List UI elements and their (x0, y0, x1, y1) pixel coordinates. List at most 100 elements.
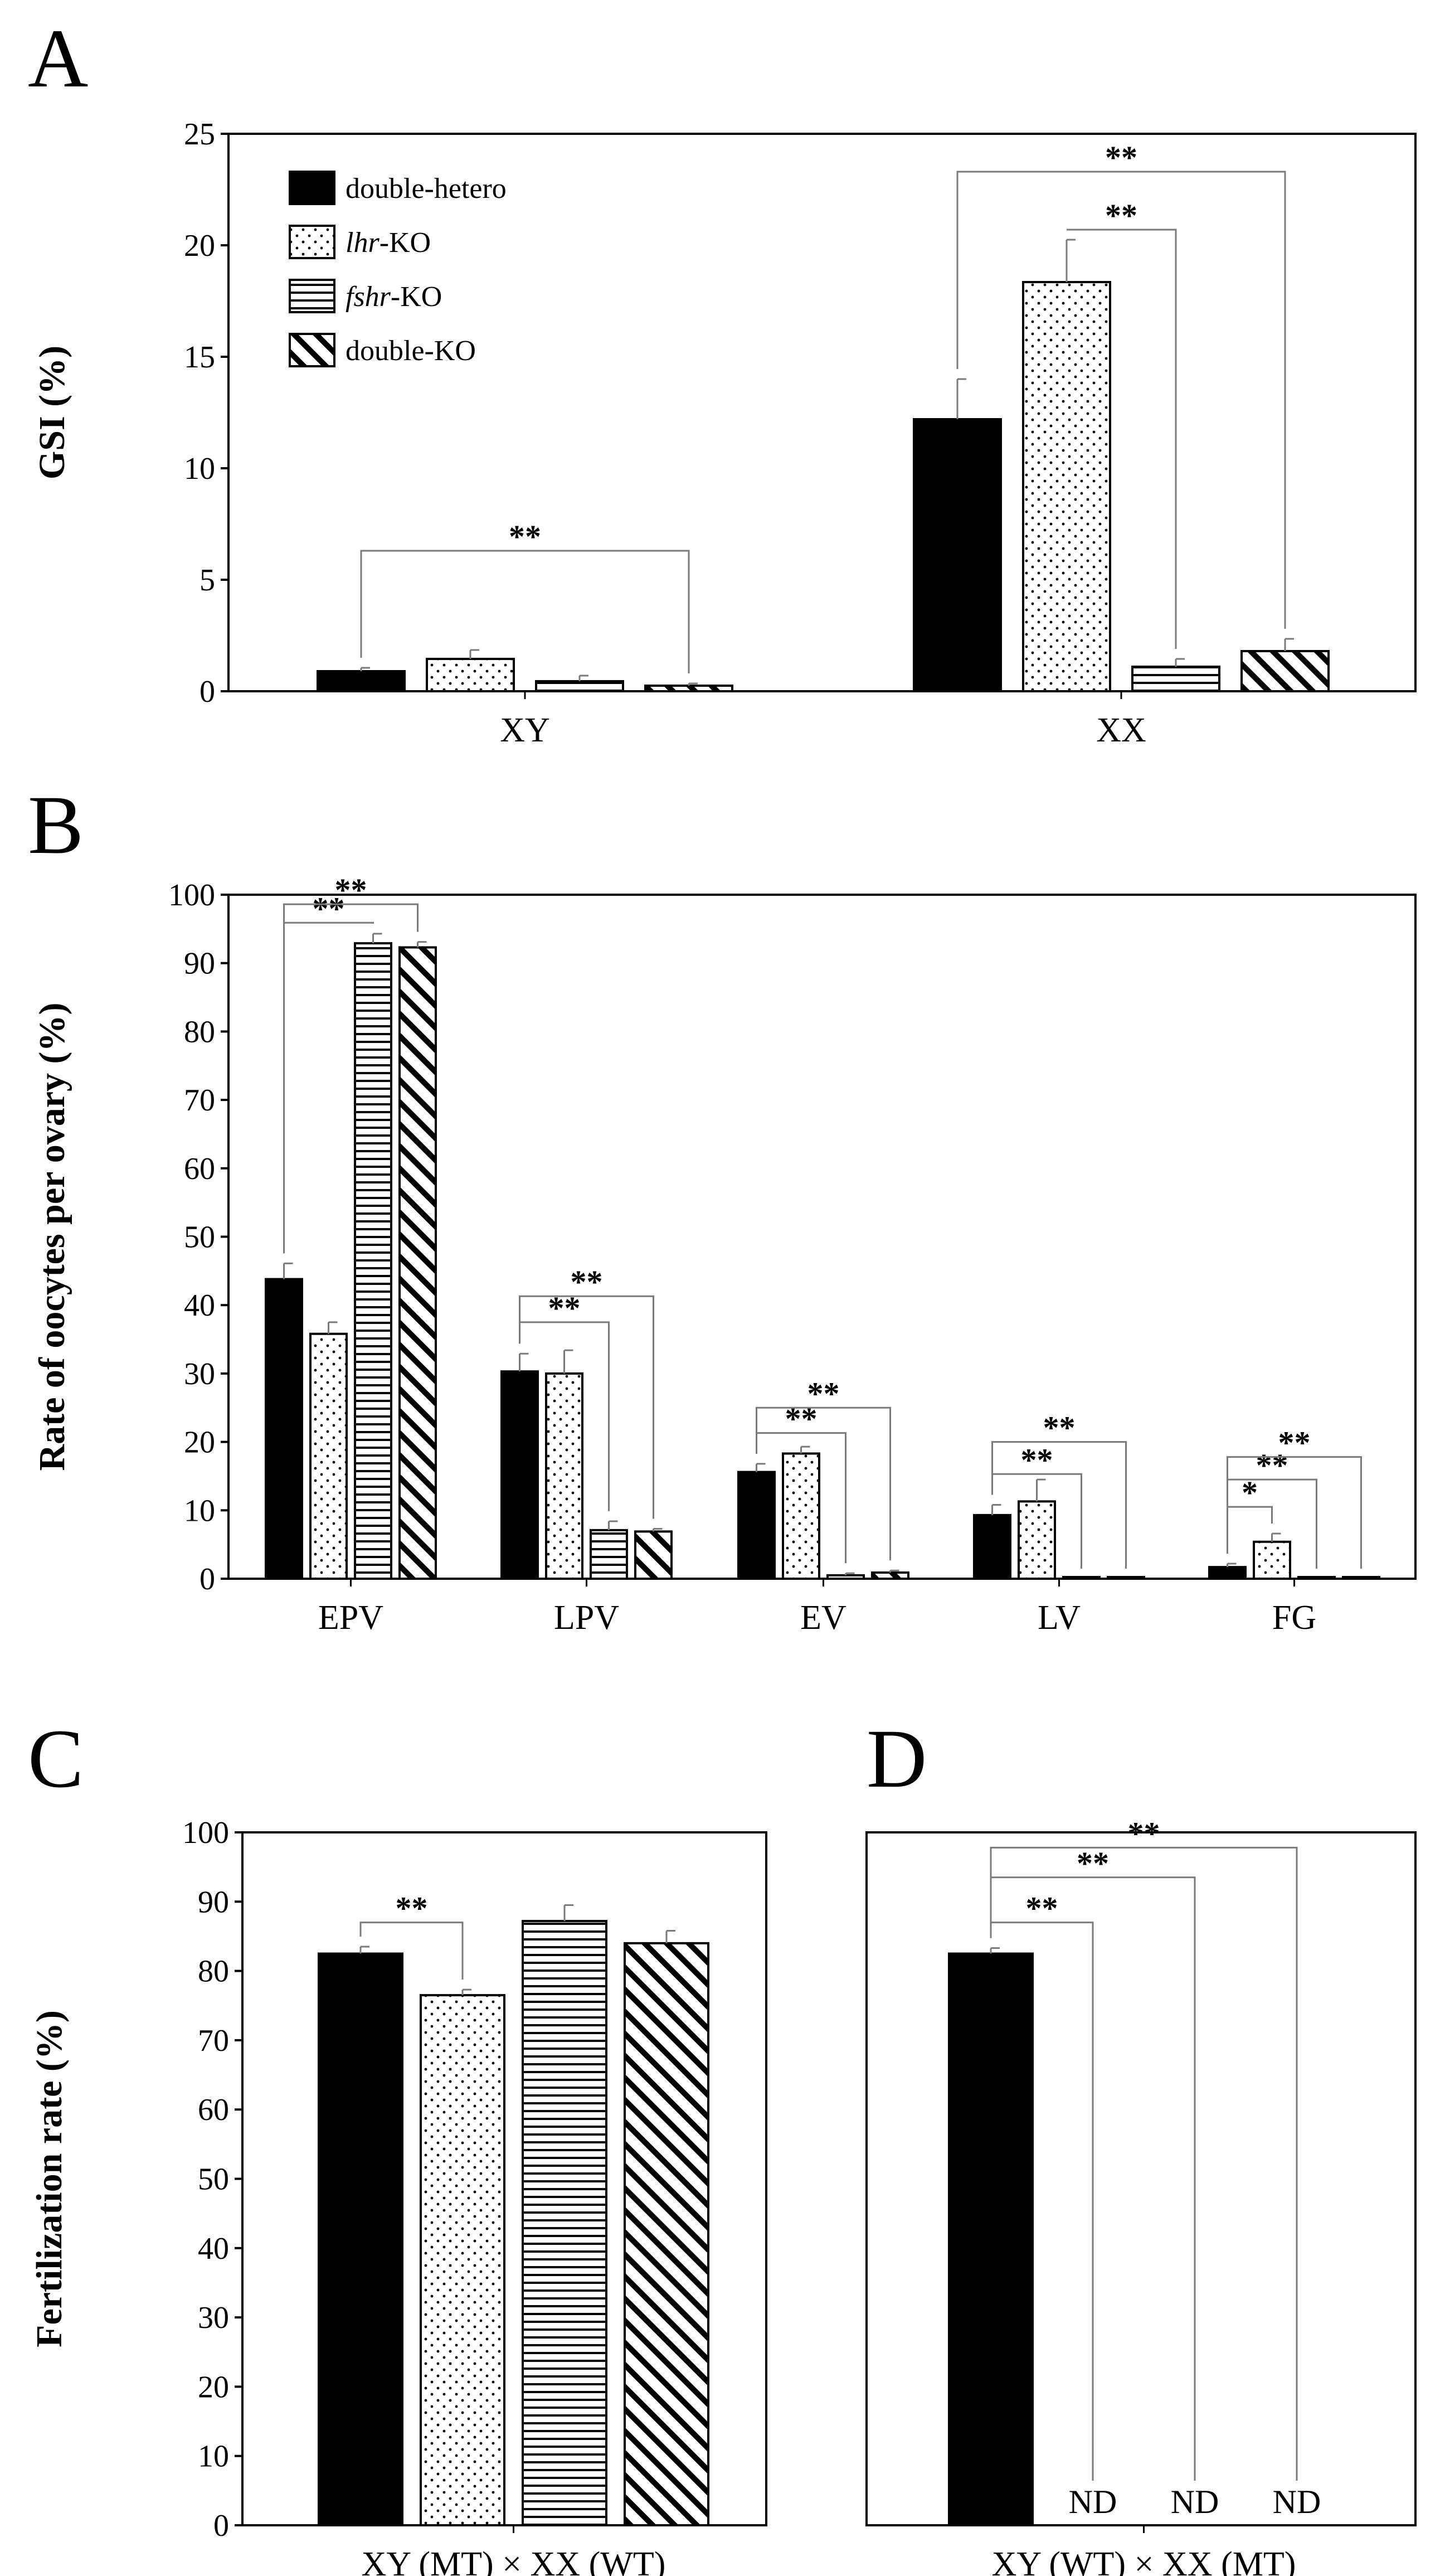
bar-fshr-ko (1062, 1576, 1101, 1580)
legend-swatch (289, 279, 335, 313)
significance-marker: ** (1256, 1447, 1288, 1483)
bar-fshr-ko (590, 1529, 628, 1580)
bar-double-hetero (265, 1278, 303, 1580)
bar-double-hetero (500, 1370, 539, 1580)
bar-fshr-ko (826, 1574, 865, 1580)
bar-double-ko (634, 1530, 673, 1580)
significance-marker: ** (1077, 1845, 1109, 1881)
significance-bracket (1227, 1456, 1362, 1569)
y-tick-label: 30 (184, 1357, 215, 1391)
significance-marker: ** (1128, 1815, 1160, 1851)
significance-marker: ** (807, 1375, 840, 1411)
legend-entry: double-KO (346, 335, 476, 367)
panel-label: A (28, 12, 88, 105)
significance-bracket (991, 1441, 1127, 1569)
y-tick-label: 0 (200, 675, 215, 709)
bar-double-ko (871, 1571, 909, 1580)
y-tick-label: 80 (198, 1954, 229, 1989)
category-label: EV (800, 1599, 846, 1637)
significance-bracket (956, 171, 1286, 629)
y-axis-label: Rate of oocytes per ovary (%) (32, 1002, 72, 1471)
significance-marker: ** (1278, 1425, 1311, 1461)
bar-lhr-ko (420, 1994, 505, 2526)
y-tick-label: 60 (184, 1152, 215, 1186)
significance-marker: ** (1105, 197, 1137, 234)
y-tick-label: 70 (184, 1083, 215, 1118)
bar-double-hetero (913, 418, 1002, 692)
category-label: EPV (318, 1599, 383, 1637)
bar-double-ko (398, 946, 437, 1580)
panel-label: D (867, 1713, 927, 1805)
bar-lhr-ko (1018, 1500, 1056, 1580)
significance-marker: ** (335, 872, 367, 908)
panel-d: D ND ND ND XY (WT) × XX (MT) ** ** ** (865, 1713, 1417, 2576)
significance-bracket (756, 1406, 891, 1561)
significance-bracket (359, 1922, 464, 1980)
significance-marker: ** (1043, 1410, 1076, 1446)
bar-lhr-ko (1253, 1540, 1291, 1580)
y-tick-label: 20 (184, 229, 215, 263)
legend-gene: fshr (346, 281, 391, 313)
y-tick-label: 30 (198, 2301, 229, 2335)
bar-fshr-ko (535, 680, 624, 692)
category-label: FG (1272, 1599, 1316, 1637)
bar-double-hetero (737, 1471, 776, 1580)
plot-frame (227, 133, 1417, 692)
y-tick-label: 60 (198, 2093, 229, 2127)
legend-swatch (289, 171, 335, 205)
bar-double-ko (624, 1942, 709, 2526)
y-tick-label: 0 (213, 2509, 229, 2543)
panel-label: C (28, 1713, 84, 1805)
significance-bracket (360, 550, 690, 673)
bar-fshr-ko (522, 1920, 607, 2526)
bar-fshr-ko (1131, 666, 1220, 692)
panel-c: C 0 10 20 30 40 50 60 70 80 90 100 Fertilization rat… (28, 1713, 767, 2576)
bar-lhr-ko (426, 658, 515, 692)
legend-swatch (289, 333, 335, 367)
significance-marker: * (1242, 1474, 1258, 1511)
y-tick-label: 40 (198, 2231, 229, 2266)
y-axis-label: Fertilization rate (%) (29, 2010, 70, 2347)
bar-double-ko (1342, 1576, 1380, 1580)
y-tick-label: 100 (182, 1816, 229, 1850)
y-tick-label: 100 (168, 878, 215, 913)
significance-bracket (990, 1846, 1298, 2481)
legend-suffix: -KO (391, 281, 442, 313)
significance-marker: ** (785, 1401, 818, 1437)
significance-marker: ** (313, 890, 345, 926)
y-tick-label: 5 (200, 563, 215, 598)
category-label: XY (WT) × XX (MT) (992, 2545, 1296, 2576)
bar-lhr-ko (1022, 281, 1111, 692)
bar-fshr-ko (354, 942, 392, 1580)
bar-double-hetero (317, 670, 406, 692)
category-label: LPV (554, 1599, 619, 1637)
category-label: XX (1096, 711, 1146, 749)
plot-frame (865, 1831, 1417, 2526)
y-tick-label: 10 (198, 2439, 229, 2474)
nd-label: ND (1171, 2483, 1219, 2520)
bar-fshr-ko (1297, 1576, 1336, 1580)
nd-label: ND (1069, 2483, 1117, 2520)
significance-marker: ** (1021, 1442, 1053, 1478)
panel-a: A 0 5 10 15 20 25 GSI (%) XY XX ** ** ** double-heter… (28, 12, 1417, 749)
legend-swatch (289, 225, 335, 259)
bar-double-hetero (973, 1513, 1011, 1580)
significance-marker: ** (396, 1890, 428, 1927)
nd-label: ND (1273, 2483, 1321, 2520)
y-tick-label: 20 (198, 2370, 229, 2404)
y-tick-label: 50 (184, 1220, 215, 1255)
significance-bracket (283, 903, 419, 1254)
panel-label: B (28, 779, 84, 871)
bar-double-ko (644, 685, 733, 692)
bar-lhr-ko (782, 1452, 820, 1580)
category-label: LV (1038, 1599, 1081, 1637)
y-tick-label: 90 (184, 947, 215, 981)
y-tick-label: 90 (198, 1885, 229, 1919)
panel-b: B 0 10 20 30 40 50 60 70 80 90 100 Rate of oocytes p… (28, 779, 1417, 1637)
y-tick-label: 50 (198, 2162, 229, 2197)
category-label: XY (500, 711, 550, 749)
y-tick-label: 80 (184, 1015, 215, 1049)
y-tick-label: 15 (184, 340, 215, 375)
significance-marker: ** (1026, 1890, 1058, 1927)
